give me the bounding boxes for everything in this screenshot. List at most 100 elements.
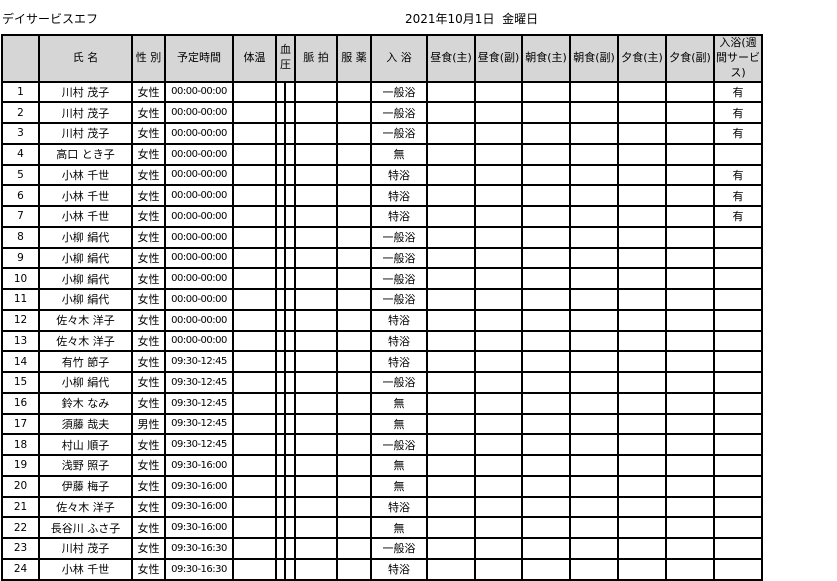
cell-row-number: 5 [1, 163, 40, 187]
cell-breakfast-side [569, 391, 619, 415]
cell-medication [336, 205, 372, 228]
cell-breakfast-side [569, 246, 619, 270]
cell-gender: 女性 [131, 391, 166, 415]
cell-gender: 女性 [131, 329, 166, 353]
cell-breakfast-main [521, 391, 571, 415]
cell-name: 浅野 照子 [38, 454, 133, 477]
cell-dinner-side [665, 454, 715, 477]
cell-temperature [232, 246, 277, 270]
cell-bath-weekly-service [713, 371, 763, 394]
cell-row-number: 12 [1, 308, 40, 332]
cell-bath-weekly-service [713, 412, 763, 436]
cell-breakfast-main [521, 80, 571, 104]
cell-row-number: 13 [1, 329, 40, 353]
cell-pulse [294, 163, 338, 187]
table-row: 6 小林 千世 女性 00:00-00:00 特浴 有 [1, 184, 763, 208]
cell-dinner-side [665, 537, 715, 560]
cell-dinner-side [665, 267, 715, 291]
cell-pulse [294, 350, 338, 374]
col-header-bath: 入 浴 [370, 34, 428, 83]
cell-breakfast-side [569, 495, 619, 519]
cell-dinner-side [665, 163, 715, 187]
col-header-lunch-side: 昼食(副) [474, 34, 523, 83]
cell-lunch-main [426, 454, 476, 477]
cell-bp-diastolic [284, 537, 296, 560]
cell-pulse [294, 433, 338, 457]
cell-scheduled-time: 09:30-12:45 [164, 371, 234, 394]
cell-bath-weekly-service [713, 454, 763, 477]
cell-bath-weekly-service: 有 [713, 184, 763, 208]
table-row: 7 小林 千世 女性 00:00-00:00 特浴 有 [1, 205, 763, 228]
cell-pulse [294, 225, 338, 249]
cell-lunch-main [426, 246, 476, 270]
table-row: 5 小林 千世 女性 00:00-00:00 特浴 有 [1, 163, 763, 187]
cell-lunch-side [474, 412, 523, 436]
cell-dinner-main [617, 225, 667, 249]
cell-lunch-side [474, 246, 523, 270]
cell-bath-weekly-service [713, 474, 763, 498]
cell-temperature [232, 412, 277, 436]
table-row: 14 有竹 節子 女性 09:30-12:45 特浴 [1, 350, 763, 374]
cell-bp-diastolic [284, 433, 296, 457]
cell-gender: 女性 [131, 308, 166, 332]
cell-bath-weekly-service: 有 [713, 101, 763, 125]
cell-dinner-main [617, 246, 667, 270]
cell-medication [336, 433, 372, 457]
cell-lunch-main [426, 474, 476, 498]
cell-gender: 女性 [131, 267, 166, 291]
cell-lunch-main [426, 80, 476, 104]
cell-pulse [294, 516, 338, 540]
cell-bath-type: 特浴 [370, 557, 428, 581]
cell-medication [336, 288, 372, 311]
cell-gender: 女性 [131, 246, 166, 270]
cell-pulse [294, 288, 338, 311]
cell-breakfast-side [569, 557, 619, 581]
cell-bp-diastolic [284, 350, 296, 374]
cell-lunch-main [426, 122, 476, 145]
cell-bp-systolic [275, 412, 286, 436]
cell-name: 川村 茂子 [38, 537, 133, 560]
schedule-table-body: 1 川村 茂子 女性 00:00-00:00 一般浴 有 2 川村 茂子 女性 … [1, 80, 763, 581]
cell-breakfast-side [569, 184, 619, 208]
table-row: 21 佐々木 洋子 女性 09:30-16:00 特浴 [1, 495, 763, 519]
cell-row-number: 8 [1, 225, 40, 249]
cell-bath-type: 特浴 [370, 308, 428, 332]
cell-temperature [232, 516, 277, 540]
cell-name: 小柳 絹代 [38, 371, 133, 394]
cell-lunch-side [474, 350, 523, 374]
cell-medication [336, 474, 372, 498]
cell-lunch-side [474, 308, 523, 332]
cell-bath-weekly-service: 有 [713, 205, 763, 228]
cell-bath-weekly-service [713, 142, 763, 166]
cell-lunch-main [426, 225, 476, 249]
cell-lunch-main [426, 101, 476, 125]
cell-gender: 女性 [131, 205, 166, 228]
cell-bp-systolic [275, 163, 286, 187]
table-row: 8 小柳 絹代 女性 00:00-00:00 一般浴 [1, 225, 763, 249]
cell-temperature [232, 350, 277, 374]
cell-dinner-side [665, 474, 715, 498]
cell-bp-diastolic [284, 205, 296, 228]
cell-name: 佐々木 洋子 [38, 308, 133, 332]
cell-breakfast-main [521, 454, 571, 477]
cell-lunch-main [426, 412, 476, 436]
cell-row-number: 3 [1, 122, 40, 145]
cell-lunch-side [474, 371, 523, 394]
cell-temperature [232, 537, 277, 560]
cell-dinner-main [617, 163, 667, 187]
cell-temperature [232, 557, 277, 581]
cell-scheduled-time: 09:30-16:30 [164, 537, 234, 560]
col-header-dinner-main: 夕食(主) [617, 34, 667, 83]
cell-lunch-main [426, 433, 476, 457]
cell-bath-type: 特浴 [370, 163, 428, 187]
cell-lunch-main [426, 350, 476, 374]
cell-lunch-side [474, 267, 523, 291]
cell-name: 佐々木 洋子 [38, 329, 133, 353]
cell-breakfast-main [521, 246, 571, 270]
cell-dinner-main [617, 288, 667, 311]
cell-lunch-side [474, 329, 523, 353]
cell-temperature [232, 371, 277, 394]
cell-row-number: 1 [1, 80, 40, 104]
cell-bp-diastolic [284, 371, 296, 394]
cell-breakfast-main [521, 474, 571, 498]
